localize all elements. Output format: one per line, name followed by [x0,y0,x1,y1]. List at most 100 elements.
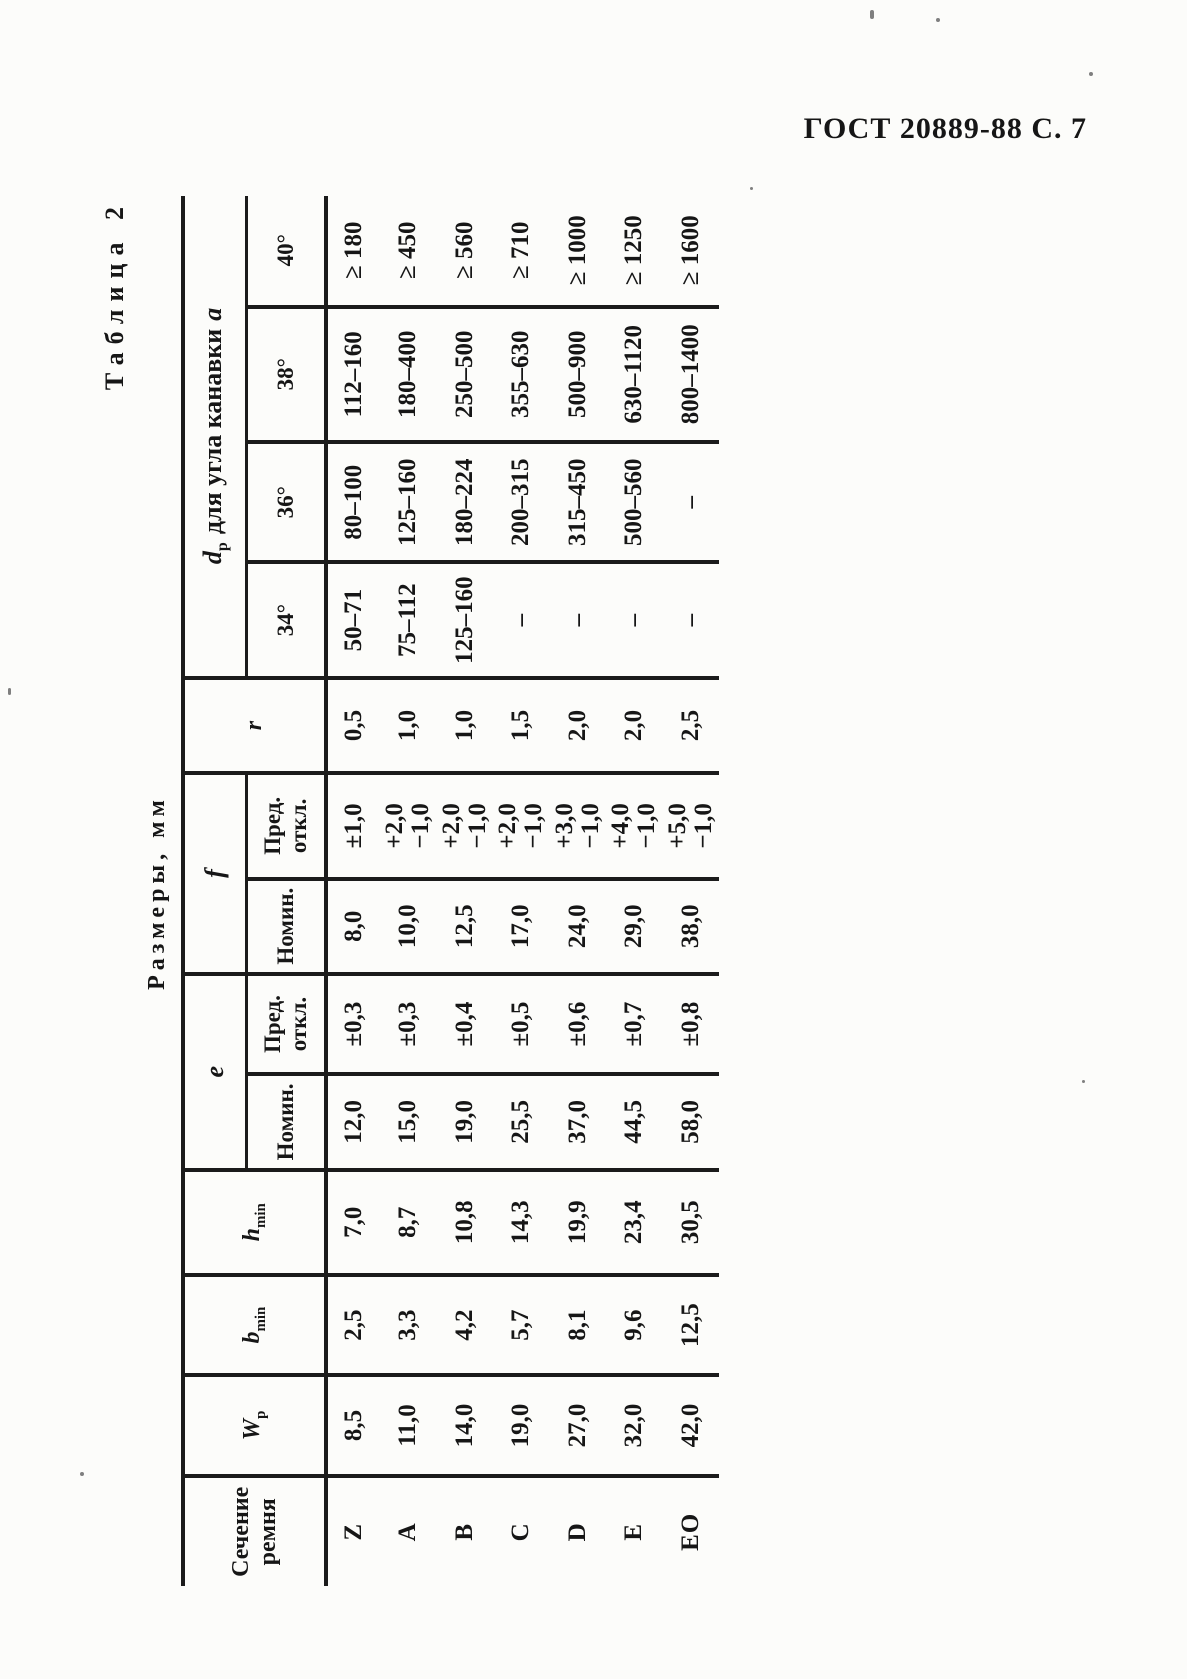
table-cell: 12,5 [436,878,493,974]
table-row-b: B 14,0 4,2 10,8 19,0 ±0,4 12,5 +2,0 −1,0… [436,196,493,1586]
table-cell: 38,0 [662,878,719,974]
table-cell: 30,5 [662,1169,719,1275]
table-cell: +2,0 −1,0 [493,773,550,879]
table-cell: 11,0 [380,1375,437,1476]
table-cell: ±0,7 [606,973,663,1075]
subheader-f-nominal: Номин. [246,878,326,974]
row-header: B [450,1522,478,1541]
table-cell: ≥ 1600 [662,196,719,307]
table-cell: 19,0 [436,1074,493,1170]
table-cell: – [662,562,719,678]
table-cell: 180–224 [436,442,493,563]
table-cell: 8,5 [326,1375,380,1476]
subheader-e-nominal: Номин. [246,1074,326,1170]
table-cell: +4,0 −1,0 [606,773,663,879]
table-cell: 8,1 [549,1274,606,1376]
table-cell: ±0,5 [493,973,550,1075]
table-cell: – [549,562,606,678]
col-header-hmin: hmin [183,1169,326,1275]
table-cell: 24,0 [549,878,606,974]
table-cell: ≥ 450 [380,196,437,307]
scan-speck [1082,1080,1085,1083]
table-row-eo: EO 42,0 12,5 30,5 58,0 ±0,8 38,0 +5,0 −1… [662,196,719,1586]
table-row-a: A 11,0 3,3 8,7 15,0 ±0,3 10,0 +2,0 −1,0 … [380,196,437,1586]
table-cell: – [606,562,663,678]
col-header-r: r [183,677,326,774]
table-cell: 1,0 [380,677,437,774]
rotated-table-block: Таблица 2 Размеры, мм Сечение ремня Wp b… [95,185,719,1600]
scan-speck [936,18,940,22]
table-cell: 2,5 [662,677,719,774]
table-cell: 1,5 [493,677,550,774]
col-header-bmin: bmin [183,1274,326,1376]
table-cell: 25,5 [493,1074,550,1170]
table-cell: ±0,6 [549,973,606,1075]
table-cell: 19,9 [549,1169,606,1275]
table-cell: 10,0 [380,878,437,974]
table-cell: 8,0 [326,878,380,974]
table-cell: 250–500 [436,306,493,443]
table-cell: 0,5 [326,677,380,774]
table-cell: 3,3 [380,1274,437,1376]
table-cell: ±0,3 [326,973,380,1075]
table-cell: ≥ 1250 [606,196,663,307]
row-header: C [507,1522,535,1542]
table-cell: 19,0 [493,1375,550,1476]
table-cell: +2,0 −1,0 [436,773,493,879]
table-cell: ≥ 710 [493,196,550,307]
table-cell: 75–112 [380,562,437,678]
table-cell: 500–560 [606,442,663,563]
table-cell: 15,0 [380,1074,437,1170]
table-row-c: C 19,0 5,7 14,3 25,5 ±0,5 17,0 +2,0 −1,0… [493,196,550,1586]
subheader-angle-36: 36° [246,442,326,563]
row-header: E [620,1522,648,1541]
table-cell: 180–400 [380,306,437,443]
scan-speck [870,10,874,19]
subheader-angle-38: 38° [246,306,326,443]
table-cell: 800–1400 [662,306,719,443]
table-cell: 44,5 [606,1074,663,1170]
table-cell: 42,0 [662,1375,719,1476]
table-cell: 112–160 [326,306,380,443]
scan-speck [8,688,11,695]
table-cell: +2,0 −1,0 [380,773,437,879]
table-cell: ≥ 1000 [549,196,606,307]
table-row-d: D 27,0 8,1 19,9 37,0 ±0,6 24,0 +3,0 −1,0… [549,196,606,1586]
table-row-z: Z 8,5 2,5 7,0 12,0 ±0,3 8,0 ±1,0 0,5 50–… [326,196,380,1586]
col-group-e: e [183,973,247,1170]
col-header-wp: Wp [183,1375,326,1476]
scan-speck [1089,72,1093,76]
table-cell: 125–160 [436,562,493,678]
table-cell: 630–1120 [606,306,663,443]
table-cell: 2,5 [326,1274,380,1376]
row-header: A [394,1522,422,1542]
col-header-section: Сечение ремня [183,1475,326,1586]
table-cell: 27,0 [549,1375,606,1476]
table-cell: 29,0 [606,878,663,974]
table-cell: 500–900 [549,306,606,443]
subheader-angle-40: 40° [246,196,326,307]
table-cell: 5,7 [493,1274,550,1376]
subheader-f-deviation: Пред. откл. [246,773,326,879]
table-cell: 32,0 [606,1375,663,1476]
table-cell: 12,0 [326,1074,380,1170]
document-header: ГОСТ 20889-88 С. 7 [803,112,1087,145]
table-cell: 2,0 [606,677,663,774]
table-row-e: E 32,0 9,6 23,4 44,5 ±0,7 29,0 +4,0 −1,0… [606,196,663,1586]
table-cell: 50–71 [326,562,380,678]
table-cell: 37,0 [549,1074,606,1170]
table-cell: 12,5 [662,1274,719,1376]
table-cell: ±0,8 [662,973,719,1075]
table-cell: +3,0 −1,0 [549,773,606,879]
table-cell: 315–450 [549,442,606,563]
subheader-e-deviation: Пред. откл. [246,973,326,1075]
table-cell: 2,0 [549,677,606,774]
table-cell: 23,4 [606,1169,663,1275]
scan-speck [750,187,753,190]
row-header: Z [339,1522,367,1541]
table-cell: 17,0 [493,878,550,974]
table-cell: 14,3 [493,1169,550,1275]
table-cell: 4,2 [436,1274,493,1376]
subheader-angle-34: 34° [246,562,326,678]
